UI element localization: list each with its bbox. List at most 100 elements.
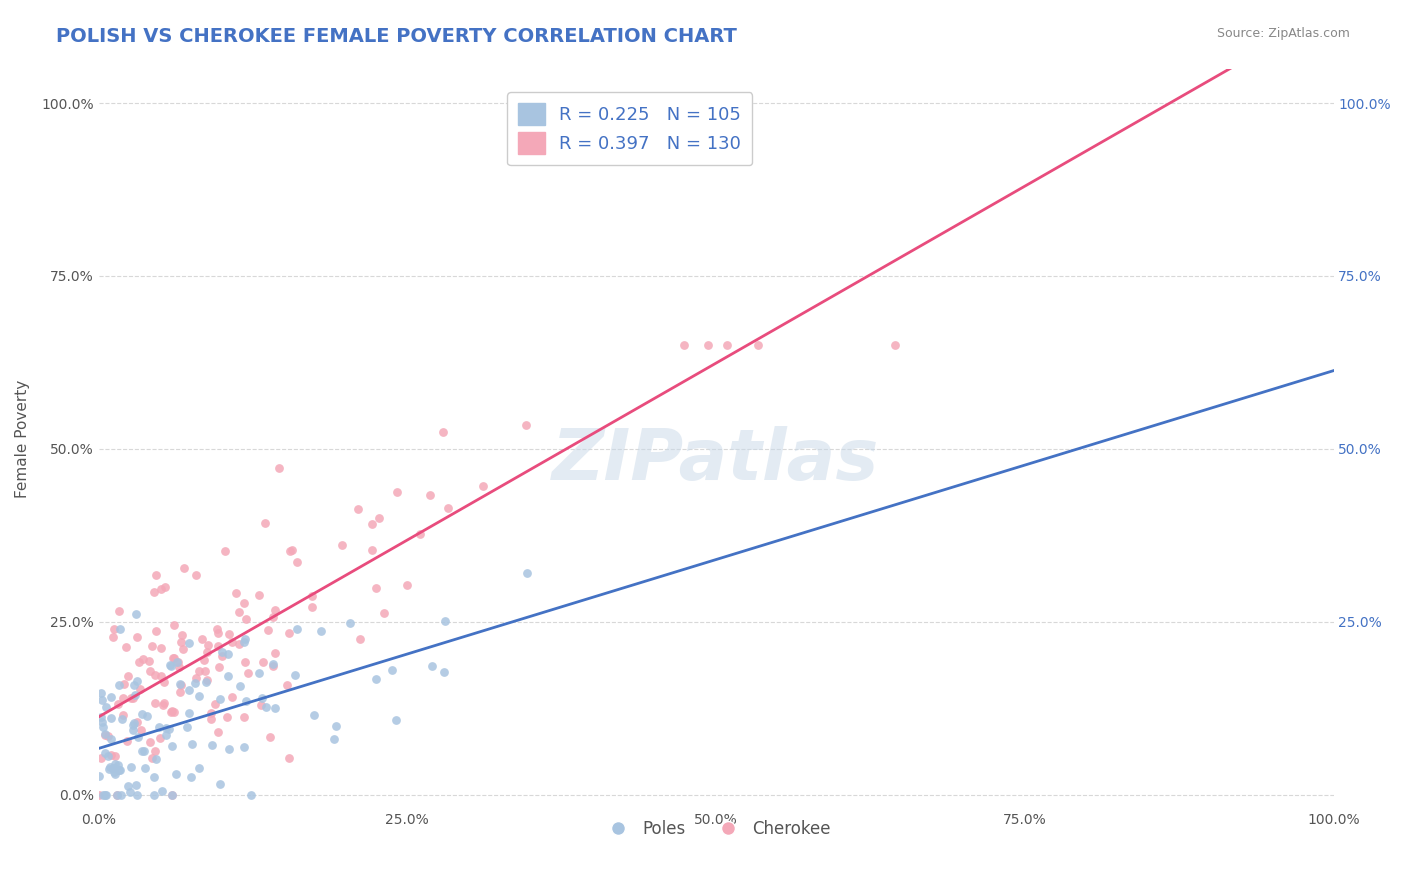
Point [145, 668, 167, 682]
Point [218, 742, 240, 756]
Point [285, 555, 308, 569]
Point [233, 655, 256, 669]
Point [125, 607, 148, 621]
Point [127, 674, 149, 689]
Point [90, 751, 112, 765]
Point [278, 750, 301, 764]
Point [160, 739, 183, 754]
Point [366, 581, 388, 595]
Point [201, 738, 224, 752]
Point [155, 728, 177, 742]
Point [157, 722, 180, 736]
Point [115, 640, 138, 655]
Point [100, 747, 122, 762]
Point [263, 603, 285, 617]
Point [361, 516, 384, 531]
Point [100, 731, 122, 746]
Point [124, 678, 146, 692]
Point [254, 699, 277, 714]
Point [149, 582, 172, 596]
Point [385, 713, 408, 727]
Point [215, 710, 238, 724]
Point [184, 675, 207, 690]
Point [373, 606, 395, 620]
Point [139, 735, 162, 749]
Point [142, 770, 165, 784]
Point [110, 788, 132, 802]
Point [145, 624, 167, 639]
Point [172, 641, 194, 656]
Point [301, 600, 323, 615]
Point [187, 761, 209, 775]
Point [97, 729, 120, 743]
Point [235, 693, 257, 707]
Point [209, 691, 232, 706]
Point [194, 665, 217, 679]
Point [148, 720, 170, 734]
Point [269, 461, 291, 475]
Point [221, 635, 243, 649]
Point [170, 635, 193, 649]
Point [145, 752, 167, 766]
Point [100, 711, 122, 725]
Point [103, 761, 125, 775]
Point [90, 709, 112, 723]
Point [94, 728, 117, 742]
Point [276, 678, 298, 692]
Legend: Poles, Cherokee: Poles, Cherokee [595, 814, 838, 845]
Point [309, 624, 332, 639]
Point [115, 734, 138, 748]
Point [364, 672, 387, 686]
Point [278, 543, 301, 558]
Point [259, 731, 281, 745]
Point [145, 567, 167, 582]
Point [87, 788, 110, 802]
Point [131, 706, 153, 721]
Point [104, 756, 127, 771]
Point [173, 561, 195, 575]
Point [262, 657, 284, 672]
Point [207, 622, 229, 636]
Point [252, 655, 274, 669]
Point [211, 648, 233, 663]
Point [118, 785, 141, 799]
Point [104, 749, 127, 764]
Text: POLISH VS CHEROKEE FEMALE POVERTY CORRELATION CHART: POLISH VS CHEROKEE FEMALE POVERTY CORREL… [56, 27, 737, 45]
Point [233, 739, 256, 754]
Point [747, 338, 769, 352]
Point [124, 689, 146, 703]
Point [91, 720, 114, 734]
Point [253, 516, 276, 530]
Point [108, 604, 131, 618]
Point [153, 580, 176, 594]
Point [179, 706, 201, 721]
Point [207, 724, 229, 739]
Point [107, 698, 129, 712]
Point [143, 696, 166, 710]
Point [208, 660, 231, 674]
Point [117, 669, 139, 683]
Point [200, 712, 222, 726]
Point [339, 615, 361, 630]
Point [107, 758, 129, 772]
Point [90, 686, 112, 700]
Point [155, 721, 177, 735]
Point [181, 737, 204, 751]
Point [127, 730, 149, 744]
Point [166, 656, 188, 670]
Point [197, 638, 219, 652]
Point [91, 714, 114, 729]
Point [239, 788, 262, 802]
Point [127, 788, 149, 802]
Point [262, 659, 284, 673]
Point [302, 707, 325, 722]
Point [163, 617, 186, 632]
Point [285, 622, 308, 636]
Point [247, 665, 270, 680]
Point [160, 788, 183, 802]
Point [94, 788, 117, 802]
Point [325, 719, 347, 733]
Point [107, 764, 129, 778]
Point [152, 675, 174, 690]
Point [176, 720, 198, 734]
